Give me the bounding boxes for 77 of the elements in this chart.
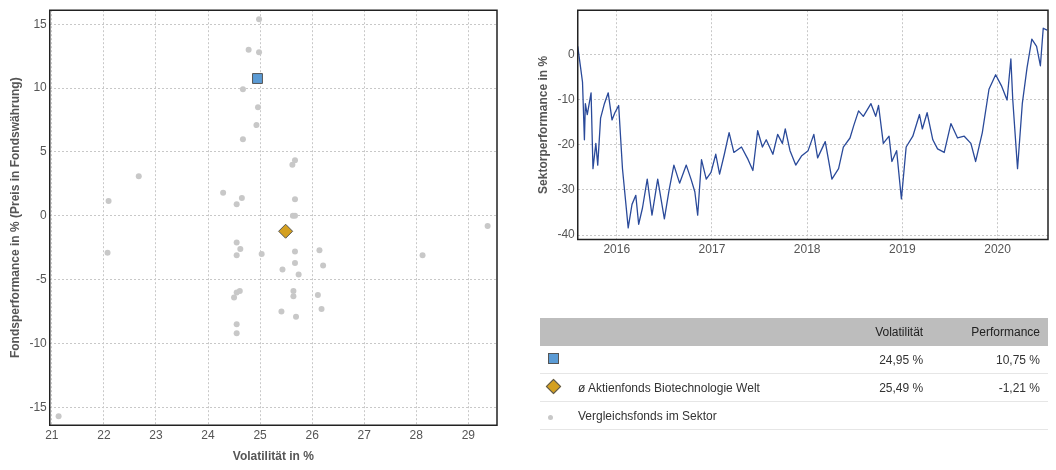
y-tick-label: 0 [568, 46, 576, 61]
point [289, 161, 296, 168]
point [256, 16, 263, 23]
point [290, 288, 297, 295]
y-tick-label: -20 [557, 137, 576, 152]
point [320, 262, 327, 269]
point [316, 247, 323, 254]
y-tick-label: 5 [40, 144, 48, 159]
x-tick-label: 2017 [698, 242, 726, 257]
text: 10,75 % [931, 346, 1048, 374]
point [278, 308, 285, 315]
point [318, 306, 325, 312]
point [252, 73, 263, 84]
point [233, 330, 240, 337]
point [233, 239, 240, 246]
point [238, 194, 245, 201]
text: 25,49 % [842, 373, 932, 402]
y-tick-label: -40 [557, 227, 576, 242]
y-tick-label: -15 [29, 399, 48, 414]
point [314, 291, 321, 298]
text: Performance [931, 318, 1048, 346]
x-tick-label: 23 [149, 427, 163, 442]
point [135, 173, 142, 180]
x-tick-label: 26 [305, 427, 320, 442]
point [245, 46, 252, 53]
legend-label: Vergleichsfonds im Sektor [570, 401, 843, 430]
point [291, 157, 298, 164]
point [291, 248, 298, 255]
x-tick-label: 27 [357, 427, 372, 442]
legend-label: ø Aktienfonds Biotechnologie Welt [570, 373, 843, 402]
point [104, 249, 111, 256]
point [295, 271, 302, 278]
point [233, 321, 240, 328]
y-axis-title: Fondsperformance in % (Preis in Fondswährung) [7, 77, 22, 359]
point [293, 313, 300, 320]
point [239, 86, 246, 93]
x-tick-label: 2020 [984, 242, 1012, 257]
point [239, 136, 246, 143]
point [55, 413, 62, 420]
point [290, 293, 297, 300]
point [105, 198, 112, 205]
x-tick-label: 2019 [889, 242, 917, 257]
x-tick-label: 25 [253, 427, 268, 442]
point [233, 252, 240, 259]
point [291, 196, 298, 203]
y-tick-label: -10 [29, 335, 48, 350]
y-tick-label: 0 [40, 208, 48, 223]
point [231, 294, 238, 301]
x-tick-label: 2016 [603, 242, 631, 257]
x-tick-label: 21 [45, 427, 59, 442]
x-tick-label: 28 [409, 427, 424, 442]
point [253, 122, 260, 129]
y-tick-label: -30 [557, 182, 576, 197]
text: -1,21 % [931, 373, 1048, 402]
x-tick-label: 22 [97, 427, 111, 442]
point [278, 223, 294, 239]
point [484, 223, 491, 229]
x-tick-label: 29 [461, 427, 476, 442]
point [237, 245, 244, 252]
text: 24,95 % [842, 346, 932, 374]
y-axis-title: Sektorperformance in % [535, 55, 550, 194]
y-tick-label: -5 [36, 271, 48, 286]
x-tick-label: 24 [201, 427, 216, 442]
x-tick-label: 2018 [793, 242, 821, 257]
point [233, 201, 240, 208]
y-tick-label: 15 [33, 16, 48, 31]
y-tick-label: -10 [557, 91, 576, 106]
point [279, 266, 286, 273]
point [291, 260, 298, 267]
text: Volatilität [842, 318, 932, 346]
y-tick-label: 10 [33, 80, 48, 95]
point [256, 49, 263, 56]
point [258, 251, 265, 258]
point [419, 252, 426, 259]
point [255, 104, 262, 111]
point [220, 189, 227, 196]
x-axis-title: Volatilität in % [232, 449, 315, 464]
